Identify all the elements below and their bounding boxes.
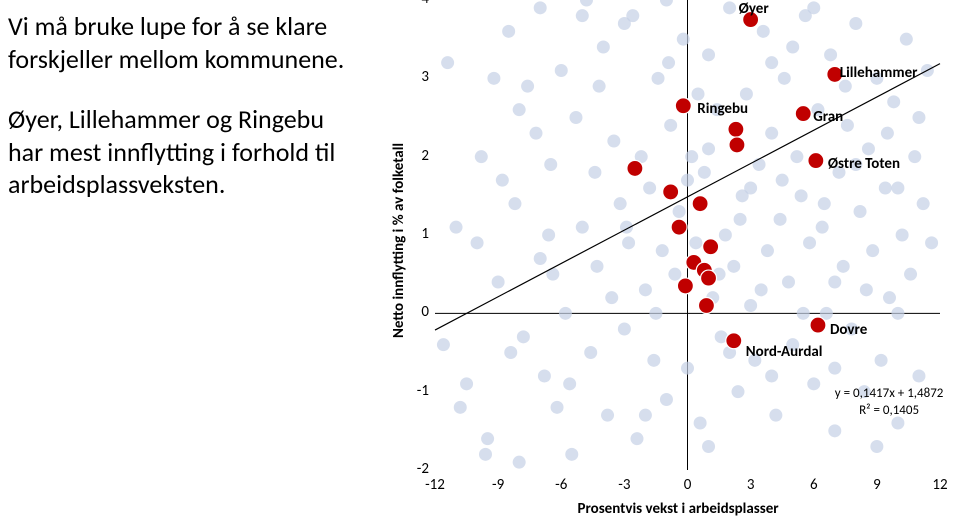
point-label: Gran (813, 108, 843, 126)
point-label: Østre Toten (828, 155, 900, 173)
x-tick-label: 6 (799, 476, 829, 494)
y-tick-label: 3 (407, 68, 429, 86)
x-tick-label: -9 (483, 476, 513, 494)
x-axis-label: Prosentvis vekst i arbeidsplasser (578, 500, 779, 518)
point-label: Lillehammer (840, 64, 918, 82)
x-tick-label: 0 (673, 476, 703, 494)
x-tick-label: -3 (609, 476, 639, 494)
scatter-chart (0, 0, 960, 527)
y-tick-label: 2 (407, 147, 429, 165)
x-tick-label: 3 (736, 476, 766, 494)
x-tick-label: -6 (546, 476, 576, 494)
x-tick-label: 12 (925, 476, 955, 494)
x-tick-label: -12 (420, 476, 450, 494)
y-tick-label: 4 (407, 0, 429, 8)
y-tick-label: 0 (407, 303, 429, 321)
regression-label: y = 0,1417x + 1,4872R² = 0,1405 (835, 386, 944, 420)
point-label: Nord-Aurdal (746, 343, 823, 361)
point-label: Øyer (739, 0, 769, 18)
x-tick-label: 9 (862, 476, 892, 494)
page: Vi må bruke lupe for å se klare forskjel… (0, 0, 960, 527)
y-tick-label: 1 (407, 225, 429, 243)
point-label: Ringebu (697, 100, 748, 118)
y-tick-label: -1 (407, 382, 429, 400)
point-label: Dovre (830, 321, 867, 339)
